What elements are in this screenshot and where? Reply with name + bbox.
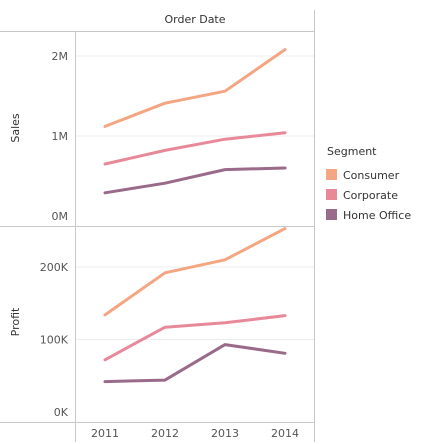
sales-series-home-office: [103, 166, 287, 195]
legend-label: Corporate: [343, 189, 398, 202]
profit-tick-label: 0K: [54, 406, 69, 419]
legend: Segment Consumer Corporate Home Office: [326, 145, 411, 222]
x-tick-label: 2012: [151, 427, 179, 440]
profit-axis-title: Profit: [9, 307, 22, 336]
legend-label: Consumer: [343, 169, 400, 182]
profit-tick-label: 100K: [40, 334, 69, 347]
profit-series-home-office: [103, 343, 287, 384]
legend-swatch: [326, 209, 337, 220]
legend-item-corporate[interactable]: Corporate: [326, 189, 398, 202]
sales-series-consumer: [103, 48, 287, 128]
sales-axis-title: Sales: [9, 113, 22, 143]
tick-labels: 0M 1M 2M 0K 100K 200K: [40, 50, 69, 419]
legend-item-home-office[interactable]: Home Office: [326, 209, 411, 222]
chart-frame: [0, 10, 315, 442]
profit-tick-label: 200K: [40, 261, 69, 274]
legend-item-consumer[interactable]: Consumer: [326, 169, 400, 182]
legend-title: Segment: [327, 145, 377, 158]
sales-tick-label: 1M: [52, 130, 69, 143]
legend-swatch: [326, 169, 337, 180]
sales-series-corporate: [103, 131, 287, 166]
x-tick-label: 2011: [91, 427, 119, 440]
legend-swatch: [326, 189, 337, 200]
legend-label: Home Office: [343, 209, 411, 222]
column-header: Order Date: [164, 13, 225, 26]
x-tick-label: 2014: [271, 427, 299, 440]
profit-series-corporate: [103, 314, 287, 362]
x-tick-labels: 2011 2012 2013 2014: [91, 427, 299, 440]
sales-tick-label: 2M: [52, 50, 69, 63]
x-tick-label: 2013: [211, 427, 239, 440]
series-lines: [103, 48, 287, 384]
sales-tick-label: 0M: [52, 210, 69, 223]
profit-series-consumer: [103, 227, 287, 317]
